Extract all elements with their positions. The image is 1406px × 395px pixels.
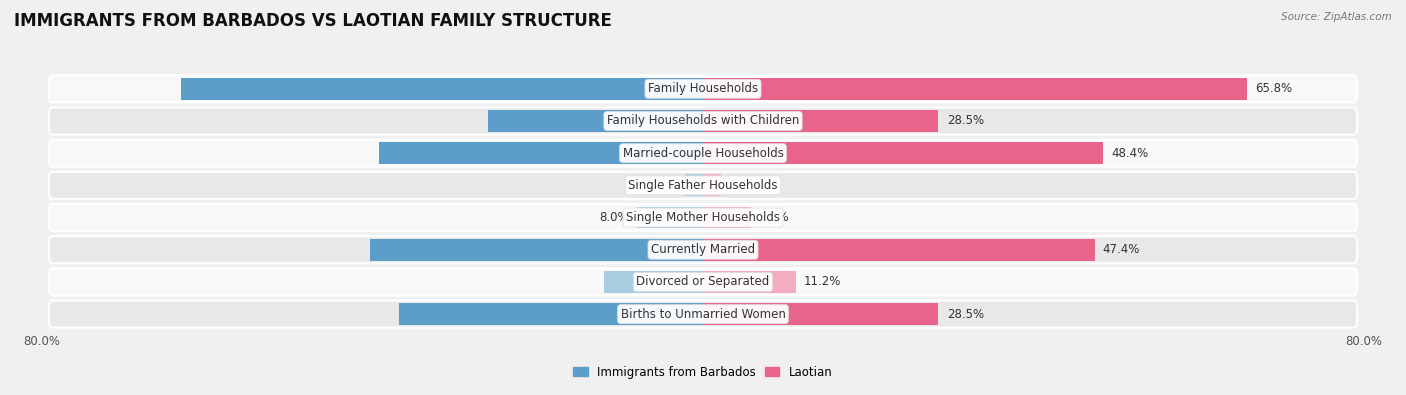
Text: 2.2%: 2.2% bbox=[730, 179, 759, 192]
Text: Divorced or Separated: Divorced or Separated bbox=[637, 275, 769, 288]
Text: 39.2%: 39.2% bbox=[654, 147, 690, 160]
Bar bbox=[637, 207, 703, 228]
Text: Family Households: Family Households bbox=[648, 82, 758, 95]
Bar bbox=[703, 239, 1094, 261]
Text: Source: ZipAtlas.com: Source: ZipAtlas.com bbox=[1281, 12, 1392, 22]
Bar bbox=[370, 239, 703, 261]
FancyBboxPatch shape bbox=[49, 301, 1357, 327]
Text: 65.8%: 65.8% bbox=[1254, 82, 1292, 95]
Text: 5.8%: 5.8% bbox=[759, 211, 789, 224]
FancyBboxPatch shape bbox=[49, 268, 1357, 295]
Bar bbox=[605, 271, 703, 293]
Bar bbox=[703, 207, 751, 228]
Text: 47.4%: 47.4% bbox=[1102, 243, 1140, 256]
FancyBboxPatch shape bbox=[49, 172, 1357, 199]
FancyBboxPatch shape bbox=[49, 204, 1357, 231]
FancyBboxPatch shape bbox=[49, 140, 1357, 167]
Legend: Immigrants from Barbados, Laotian: Immigrants from Barbados, Laotian bbox=[568, 361, 838, 383]
Bar bbox=[399, 303, 703, 325]
Text: Currently Married: Currently Married bbox=[651, 243, 755, 256]
Text: IMMIGRANTS FROM BARBADOS VS LAOTIAN FAMILY STRUCTURE: IMMIGRANTS FROM BARBADOS VS LAOTIAN FAMI… bbox=[14, 12, 612, 30]
Text: 26.0%: 26.0% bbox=[654, 115, 690, 128]
Text: 48.4%: 48.4% bbox=[1111, 147, 1149, 160]
Text: 63.2%: 63.2% bbox=[654, 82, 690, 95]
Bar bbox=[703, 110, 938, 132]
Bar bbox=[703, 78, 1247, 100]
Bar bbox=[181, 78, 703, 100]
Text: 12.0%: 12.0% bbox=[654, 275, 690, 288]
Text: 2.2%: 2.2% bbox=[647, 179, 676, 192]
Bar bbox=[703, 142, 1102, 164]
FancyBboxPatch shape bbox=[49, 75, 1357, 102]
Bar bbox=[380, 142, 703, 164]
Text: Single Mother Households: Single Mother Households bbox=[626, 211, 780, 224]
Bar bbox=[703, 175, 721, 196]
Text: 40.3%: 40.3% bbox=[654, 243, 690, 256]
Text: Births to Unmarried Women: Births to Unmarried Women bbox=[620, 308, 786, 321]
Text: 11.2%: 11.2% bbox=[804, 275, 841, 288]
FancyBboxPatch shape bbox=[49, 236, 1357, 263]
Text: 8.0%: 8.0% bbox=[599, 211, 628, 224]
Text: Married-couple Households: Married-couple Households bbox=[623, 147, 783, 160]
Bar bbox=[685, 175, 703, 196]
Text: 28.5%: 28.5% bbox=[946, 308, 984, 321]
Bar bbox=[703, 303, 938, 325]
Bar bbox=[488, 110, 703, 132]
FancyBboxPatch shape bbox=[49, 107, 1357, 135]
Text: 36.8%: 36.8% bbox=[654, 308, 690, 321]
Text: Single Father Households: Single Father Households bbox=[628, 179, 778, 192]
Text: 28.5%: 28.5% bbox=[946, 115, 984, 128]
Text: Family Households with Children: Family Households with Children bbox=[607, 115, 799, 128]
Bar bbox=[703, 271, 796, 293]
